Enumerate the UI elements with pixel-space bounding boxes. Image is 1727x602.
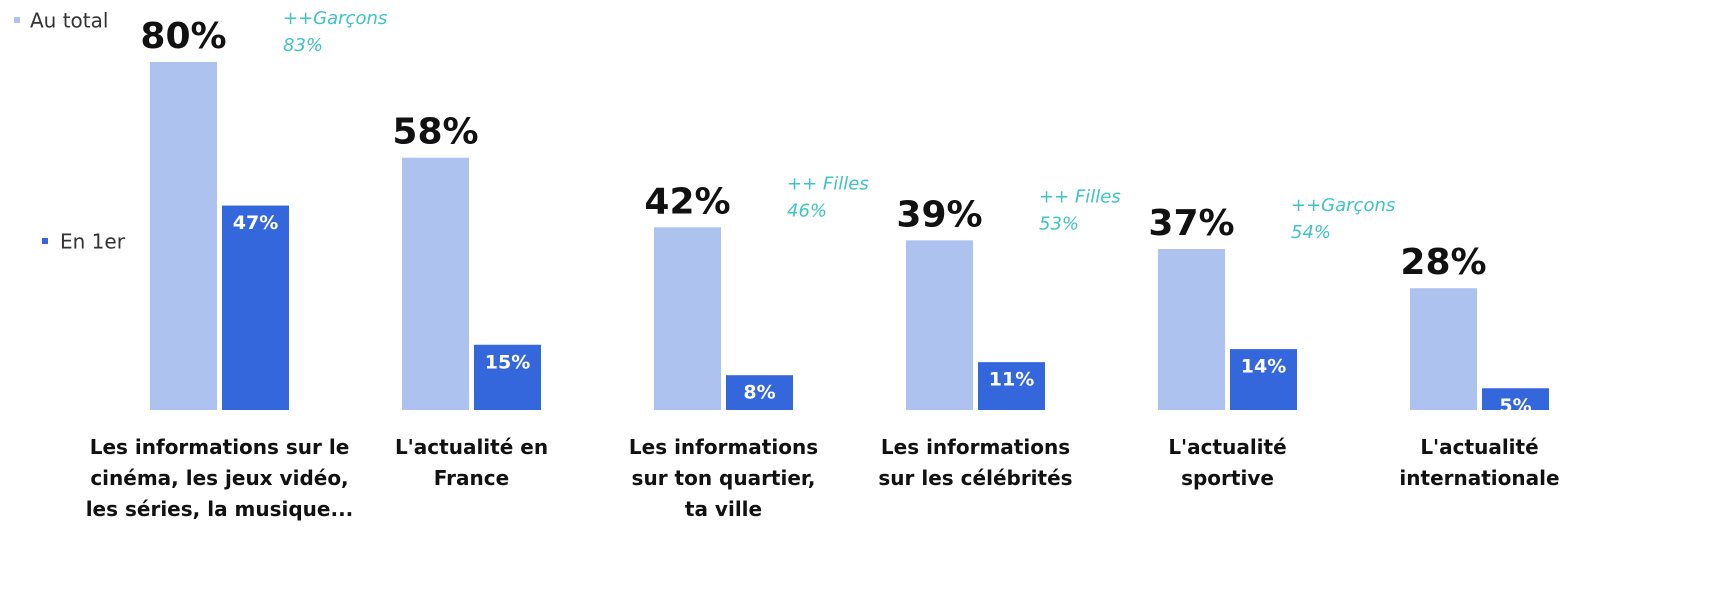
value-label: 47%: [233, 212, 278, 234]
bar: [402, 158, 469, 410]
bar: [1158, 249, 1225, 410]
value-label: 5%: [1499, 395, 1531, 417]
x-tick-label: L'actualité sportive: [1123, 432, 1333, 494]
legend-swatch: [42, 238, 48, 244]
bar: [150, 62, 217, 410]
annotation: ++ Filles: [1039, 186, 1121, 207]
bar: [654, 227, 721, 410]
value-label: 11%: [989, 369, 1034, 391]
x-tick-label: L'actualité internationale: [1375, 432, 1585, 494]
x-tick-label: Les informations sur ton quartier, ta vi…: [619, 432, 829, 525]
legend-label: Au total: [30, 9, 108, 33]
value-label: 37%: [1148, 203, 1234, 244]
annotation: ++Garçons: [1291, 195, 1395, 216]
annotation: ++Garçons: [283, 8, 387, 29]
bar: [1410, 288, 1477, 410]
chart: Au total En 1er 80% 47% ++Garçons 83% 58% 15%…: [0, 0, 1727, 602]
value-label: 42%: [644, 181, 730, 222]
value-label: 28%: [1400, 242, 1486, 283]
x-tick-label: Les informations sur le cinéma, les jeux…: [80, 432, 360, 525]
value-label: 58%: [392, 112, 478, 153]
value-label: 15%: [485, 351, 530, 373]
annotation: ++ Filles: [787, 173, 869, 194]
annotation: 83%: [283, 35, 323, 56]
bar: [222, 206, 289, 410]
bar: [906, 240, 973, 410]
value-label: 14%: [1241, 356, 1286, 378]
value-label: 8%: [743, 382, 775, 404]
annotation: 53%: [1039, 213, 1079, 234]
annotation: 46%: [787, 200, 827, 221]
x-tick-label: L'actualité en France: [367, 432, 577, 494]
legend-swatch: [14, 17, 20, 23]
value-label: 39%: [896, 194, 982, 235]
x-tick-label: Les informations sur les célébrités: [871, 432, 1081, 494]
value-label: 80%: [140, 16, 226, 57]
annotation: 54%: [1291, 222, 1331, 243]
legend-label: En 1er: [60, 230, 126, 254]
